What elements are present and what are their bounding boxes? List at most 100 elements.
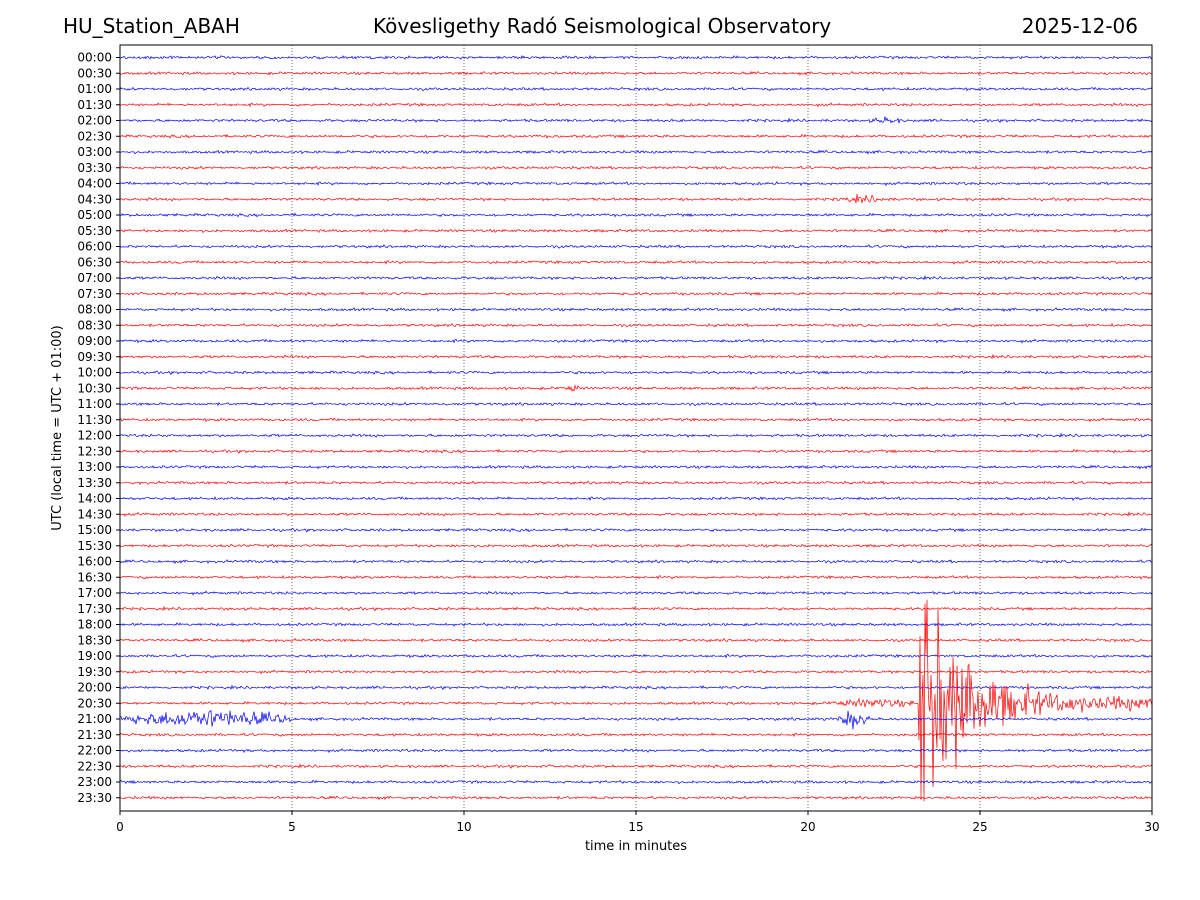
y-tick-label-17:30: 17:30 [77,602,112,616]
y-tick-label-10:00: 10:00 [77,366,112,380]
station-name: HU_Station_ABAH [63,14,240,38]
trace-13:00 [120,464,1152,470]
y-tick-label-12:00: 12:00 [77,429,112,443]
x-axis-label: time in minutes [585,839,687,854]
trace-18:30 [120,637,1152,643]
trace-07:00 [120,274,1152,281]
y-tick-label-14:30: 14:30 [77,507,112,521]
y-tick-label-17:00: 17:00 [77,586,112,600]
y-tick-label-16:30: 16:30 [77,570,112,584]
y-tick-label-23:30: 23:30 [77,791,112,805]
y-tick-label-22:30: 22:30 [77,759,112,773]
y-tick-label-21:30: 21:30 [77,728,112,742]
trace-02:00 [120,116,1152,124]
y-tick-label-20:00: 20:00 [77,681,112,695]
trace-12:30 [120,448,1152,454]
y-tick-label-05:30: 05:30 [77,224,112,238]
trace-15:00 [120,527,1152,533]
y-tick-label-01:30: 01:30 [77,98,112,112]
y-tick-label-18:00: 18:00 [77,618,112,632]
trace-20:30 [120,599,1152,802]
trace-00:00 [120,54,1152,61]
trace-11:00 [120,401,1152,407]
trace-17:00 [120,590,1152,596]
y-tick-label-08:30: 08:30 [77,318,112,332]
trace-01:00 [120,86,1152,92]
trace-09:00 [120,338,1152,344]
trace-03:00 [120,149,1152,155]
trace-13:30 [120,480,1152,486]
trace-09:30 [120,353,1152,360]
record-date: 2025-12-06 [1021,14,1138,38]
trace-15:30 [120,543,1152,549]
trace-16:30 [120,574,1152,580]
trace-23:00 [120,779,1152,785]
trace-16:00 [120,559,1152,565]
y-tick-label-02:30: 02:30 [77,129,112,143]
y-tick-label-15:30: 15:30 [77,539,112,553]
y-tick-label-05:00: 05:00 [77,208,112,222]
y-tick-label-21:00: 21:00 [77,712,112,726]
trace-05:00 [120,212,1152,218]
y-tick-label-19:30: 19:30 [77,665,112,679]
y-tick-label-11:00: 11:00 [77,397,112,411]
y-tick-label-00:30: 00:30 [77,66,112,80]
y-tick-label-13:30: 13:30 [77,476,112,490]
y-tick-label-09:30: 09:30 [77,350,112,364]
y-tick-label-14:00: 14:00 [77,492,112,506]
trace-04:30 [120,194,1152,204]
y-axis-label: UTC (local time = UTC + 01:00) [50,325,65,530]
grid-lines [291,45,981,811]
y-tick-label-11:30: 11:30 [77,413,112,427]
x-tick-label-5: 5 [288,820,296,834]
trace-14:30 [120,511,1152,517]
y-tick-label-19:00: 19:00 [77,649,112,663]
trace-00:30 [120,70,1152,76]
trace-10:00 [120,369,1152,376]
trace-19:00 [120,653,1152,659]
trace-03:30 [120,165,1152,171]
observatory-title: Kövesligethy Radó Seismological Observat… [373,14,832,38]
y-tick-label-04:30: 04:30 [77,192,112,206]
y-tick-label-01:00: 01:00 [77,82,112,96]
trace-06:00 [120,244,1152,249]
x-tick-label-30: 30 [1144,820,1159,834]
x-tick-label-20: 20 [800,820,815,834]
trace-08:00 [120,307,1152,313]
y-tick-label-02:00: 02:00 [77,114,112,128]
y-tick-label-15:00: 15:00 [77,523,112,537]
trace-10:30 [120,384,1152,392]
trace-19:30 [120,669,1152,675]
trace-21:00 [120,709,1152,730]
y-tick-label-13:00: 13:00 [77,460,112,474]
y-tick-label-12:30: 12:30 [77,444,112,458]
seismic-traces [120,54,1152,802]
y-tick-label-23:00: 23:00 [77,775,112,789]
x-tick-label-15: 15 [628,820,643,834]
y-tick-label-22:00: 22:00 [77,744,112,758]
trace-05:30 [120,228,1152,234]
x-tick-label-25: 25 [972,820,987,834]
y-tick-label-07:00: 07:00 [77,271,112,285]
trace-02:30 [120,133,1152,139]
trace-23:30 [120,795,1152,801]
trace-14:00 [120,496,1152,502]
y-tick-label-09:00: 09:00 [77,334,112,348]
y-tick-label-06:00: 06:00 [77,240,112,254]
y-tick-label-06:30: 06:30 [77,255,112,269]
y-tick-label-20:30: 20:30 [77,696,112,710]
y-tick-label-10:30: 10:30 [77,381,112,395]
trace-20:00 [120,684,1152,691]
trace-01:30 [120,102,1152,108]
trace-12:00 [120,432,1152,438]
y-tick-label-04:00: 04:00 [77,177,112,191]
trace-11:30 [120,417,1152,423]
trace-08:30 [120,322,1152,328]
trace-21:30 [120,732,1152,738]
x-axis: 0 5 10 15 20 25 30 [116,811,1160,834]
y-tick-label-00:00: 00:00 [77,51,112,65]
trace-07:30 [120,291,1152,297]
y-tick-label-07:30: 07:30 [77,287,112,301]
